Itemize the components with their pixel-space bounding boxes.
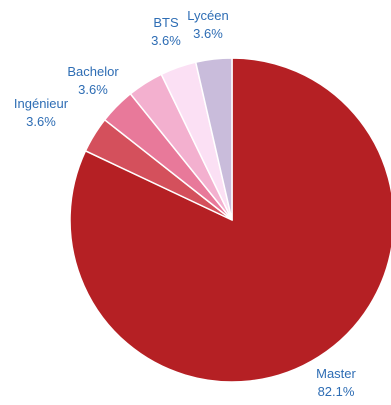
slice-value-label: 3.6%	[26, 114, 56, 129]
slice-value-label: 3.6%	[193, 26, 223, 41]
pie-slices	[69, 57, 391, 383]
slice-label: BTS	[153, 15, 179, 30]
slice-label: Master	[316, 366, 356, 381]
slice-label: Bachelor	[67, 64, 119, 79]
slice-value-label: 82.1%	[318, 384, 355, 399]
pie-labels: Master 82.1% Ingénieur 3.6% Bachelor 3.6% BTS 3…	[14, 8, 357, 399]
slice-label: Ingénieur	[14, 96, 69, 111]
slice-label: Lycéen	[187, 8, 228, 23]
slice-value-label: 3.6%	[78, 82, 108, 97]
pie-slice-unlabeled-5	[194, 57, 233, 221]
slice-value-label: 3.6%	[151, 33, 181, 48]
